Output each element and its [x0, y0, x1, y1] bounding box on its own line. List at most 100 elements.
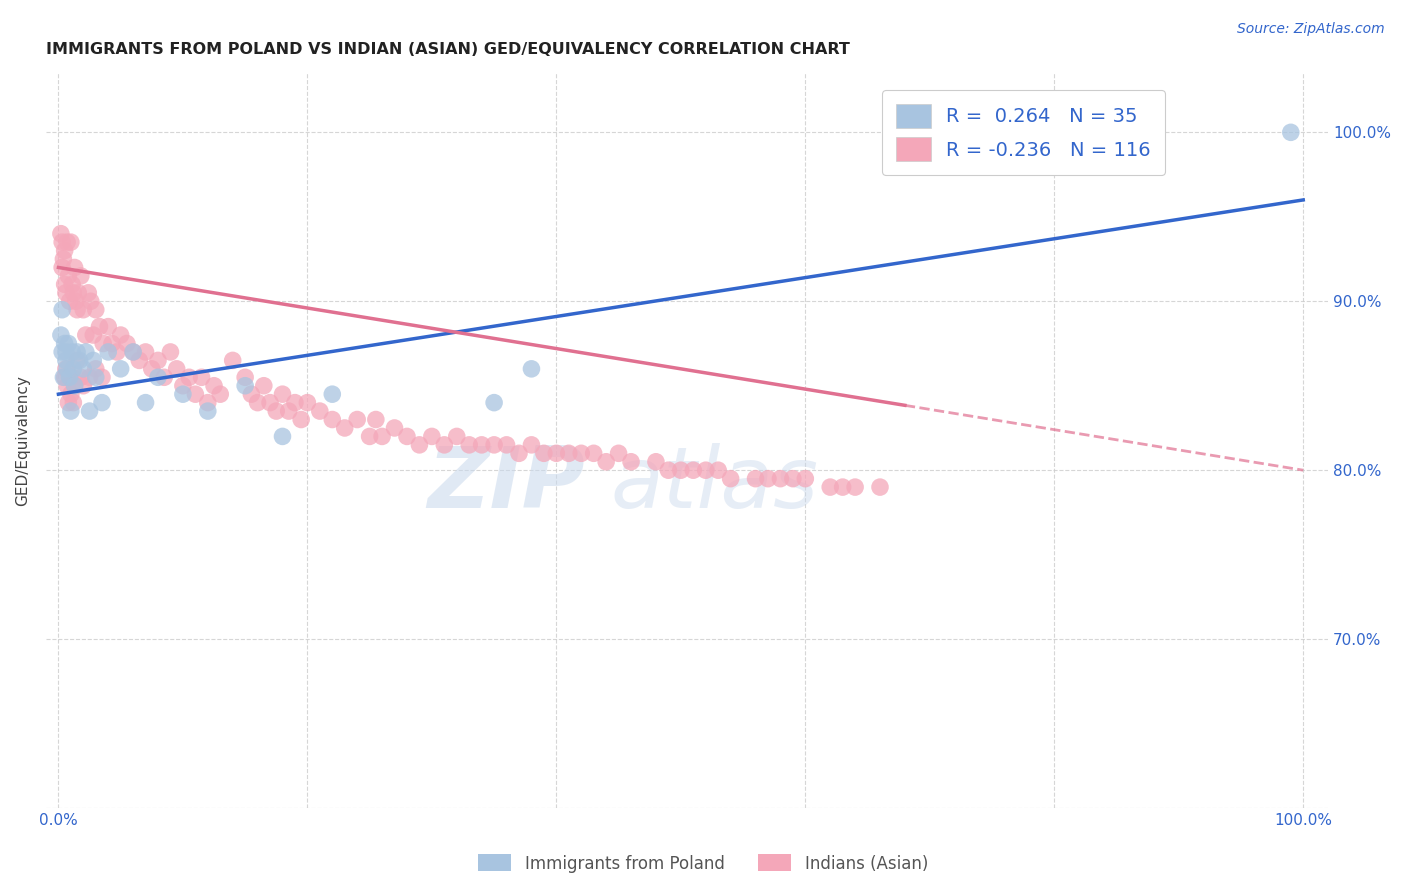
Point — [60, 370, 83, 384]
Point — [66, 353, 89, 368]
Point — [56, 378, 79, 392]
Point — [264, 404, 287, 418]
Point — [446, 429, 468, 443]
Point — [607, 446, 630, 460]
Point — [135, 345, 157, 359]
Point — [222, 353, 245, 368]
Point — [179, 370, 201, 384]
Point — [63, 378, 86, 392]
Point — [202, 378, 225, 392]
Point — [82, 353, 104, 368]
Point — [59, 387, 82, 401]
Point — [707, 463, 730, 477]
Point — [75, 345, 97, 359]
Point — [66, 345, 89, 359]
Point — [657, 463, 679, 477]
Point — [520, 438, 543, 452]
Text: atlas: atlas — [610, 443, 818, 526]
Point — [720, 472, 742, 486]
Point — [89, 319, 111, 334]
Point — [56, 362, 79, 376]
Point — [69, 370, 91, 384]
Point — [122, 345, 145, 359]
Point — [135, 395, 157, 409]
Point — [53, 336, 76, 351]
Point — [782, 472, 804, 486]
Point — [384, 421, 406, 435]
Point — [62, 395, 84, 409]
Point — [53, 244, 76, 258]
Point — [209, 387, 232, 401]
Point — [91, 336, 114, 351]
Point — [72, 378, 94, 392]
Point — [533, 446, 555, 460]
Point — [794, 472, 817, 486]
Point — [49, 227, 72, 241]
Point — [371, 429, 394, 443]
Point — [582, 446, 605, 460]
Point — [79, 404, 101, 418]
Point — [233, 378, 256, 392]
Point — [744, 472, 766, 486]
Point — [558, 446, 581, 460]
Point — [172, 378, 194, 392]
Point — [59, 294, 82, 309]
Point — [65, 294, 87, 309]
Point — [63, 260, 86, 275]
Point — [308, 404, 330, 418]
Point — [321, 412, 343, 426]
Point — [153, 370, 176, 384]
Point — [51, 260, 73, 275]
Point — [420, 429, 443, 443]
Point — [682, 463, 704, 477]
Point — [240, 387, 263, 401]
Point — [253, 378, 276, 392]
Point — [433, 438, 456, 452]
Point — [49, 328, 72, 343]
Point — [495, 438, 517, 452]
Point — [190, 370, 212, 384]
Point — [58, 268, 80, 283]
Point — [620, 455, 643, 469]
Point — [364, 412, 387, 426]
Point — [395, 429, 418, 443]
Point — [297, 395, 319, 409]
Point — [62, 362, 84, 376]
Point — [110, 328, 132, 343]
Point — [482, 438, 505, 452]
Point — [146, 353, 169, 368]
Point — [408, 438, 430, 452]
Point — [520, 362, 543, 376]
Point — [284, 395, 307, 409]
Point — [75, 328, 97, 343]
Legend: R =  0.264   N = 35, R = -0.236   N = 116: R = 0.264 N = 35, R = -0.236 N = 116 — [882, 90, 1164, 175]
Point — [97, 345, 120, 359]
Point — [67, 285, 90, 300]
Point — [166, 362, 188, 376]
Point — [259, 395, 281, 409]
Point — [69, 268, 91, 283]
Point — [246, 395, 269, 409]
Point — [55, 285, 77, 300]
Point — [82, 328, 104, 343]
Point — [59, 370, 82, 384]
Point — [51, 345, 73, 359]
Point — [84, 370, 107, 384]
Point — [818, 480, 841, 494]
Point — [84, 362, 107, 376]
Point — [482, 395, 505, 409]
Point — [277, 404, 299, 418]
Point — [184, 387, 207, 401]
Point — [569, 446, 592, 460]
Point — [546, 446, 568, 460]
Point — [80, 294, 103, 309]
Point — [271, 387, 294, 401]
Point — [58, 395, 80, 409]
Point — [53, 277, 76, 292]
Point — [53, 370, 76, 384]
Point — [669, 463, 692, 477]
Point — [271, 429, 294, 443]
Point — [458, 438, 481, 452]
Point — [60, 345, 83, 359]
Point — [359, 429, 381, 443]
